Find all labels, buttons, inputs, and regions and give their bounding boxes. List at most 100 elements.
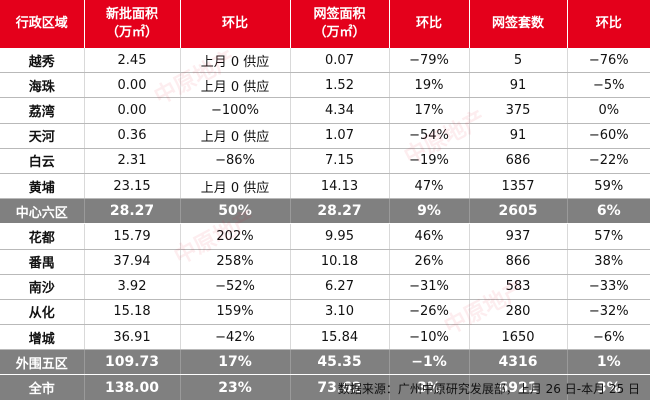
sign-mom-cell: −26%	[389, 299, 470, 326]
header-new-area: 新批面积 （万㎡）	[84, 0, 181, 48]
header-new-mom: 环比	[180, 0, 291, 48]
new-area-cell: 2.31	[84, 148, 181, 174]
new-area-cell: 3.92	[84, 274, 181, 300]
new-area-cell: 36.91	[84, 324, 181, 351]
units-cell: 375	[469, 97, 568, 124]
sign-area-cell: 9.95	[290, 223, 390, 250]
sign-mom-cell: 46%	[389, 223, 470, 250]
summary-row: 中心六区 28.27 50% 28.27 9% 2605 6%	[0, 198, 650, 225]
units-mom-cell: 0%	[567, 97, 650, 124]
sign-area-cell: 0.07	[290, 48, 390, 74]
table-row: 番禺 37.94 258% 10.18 26% 866 38%	[0, 249, 650, 275]
units-mom-cell: −6%	[567, 324, 650, 351]
units-cell: 6921	[469, 374, 568, 401]
new-area-cell: 15.79	[84, 223, 181, 250]
district-cell: 越秀	[0, 48, 85, 74]
table-row: 越秀 2.45 上月 0 供应 0.07 −79% 5 −76%	[0, 48, 650, 74]
header-district: 行政区域	[0, 0, 85, 48]
sign-area-cell: 15.84	[290, 324, 390, 351]
new-mom-cell: −52%	[180, 274, 291, 300]
table-row: 增城 36.91 −42% 15.84 −10% 1650 −6%	[0, 324, 650, 351]
units-cell: 866	[469, 249, 568, 275]
header-sign-area-text: 网签面积 （万㎡）	[313, 7, 366, 40]
new-area-cell: 2.45	[84, 48, 181, 74]
district-cell: 番禺	[0, 249, 85, 275]
sign-area-cell: 73.62	[290, 374, 390, 401]
sign-area-cell: 45.35	[290, 349, 390, 376]
district-cell: 天河	[0, 123, 85, 149]
units-mom-cell: −5%	[567, 72, 650, 99]
units-cell: 91	[469, 123, 568, 149]
units-cell: 1650	[469, 324, 568, 351]
district-cell: 南沙	[0, 274, 85, 300]
units-mom-cell: 3%	[567, 374, 650, 401]
sign-area-cell: 3.10	[290, 299, 390, 326]
district-cell: 花都	[0, 223, 85, 250]
table-row: 荔湾 0.00 −100% 4.34 17% 375 0%	[0, 97, 650, 124]
new-mom-cell: 258%	[180, 249, 291, 275]
table-header-row: 行政区域 新批面积 （万㎡） 环比 网签面积 （万㎡） 环比 网签套数 环比	[0, 0, 650, 48]
summary-row: 外围五区 109.73 17% 45.35 −1% 4316 1%	[0, 349, 650, 376]
header-new-area-text: 新批面积 （万㎡）	[105, 7, 158, 40]
sign-area-cell: 1.52	[290, 72, 390, 99]
sign-mom-cell: −79%	[389, 48, 470, 74]
sign-area-cell: 6.27	[290, 274, 390, 300]
units-cell: 686	[469, 148, 568, 174]
units-mom-cell: −76%	[567, 48, 650, 74]
new-mom-cell: −100%	[180, 97, 291, 124]
district-cell: 中心六区	[0, 198, 85, 225]
new-mom-cell: 202%	[180, 223, 291, 250]
header-sign-mom: 环比	[389, 0, 470, 48]
table-row: 花都 15.79 202% 9.95 46% 937 57%	[0, 223, 650, 250]
sign-mom-cell: −1%	[389, 349, 470, 376]
sign-area-cell: 1.07	[290, 123, 390, 149]
units-mom-cell: 38%	[567, 249, 650, 275]
district-cell: 海珠	[0, 72, 85, 99]
sign-area-cell: 14.13	[290, 173, 390, 200]
sign-mom-cell: 3%	[389, 374, 470, 401]
sign-mom-cell: −31%	[389, 274, 470, 300]
sign-mom-cell: 9%	[389, 198, 470, 225]
new-mom-cell: −42%	[180, 324, 291, 351]
units-mom-cell: −60%	[567, 123, 650, 149]
sign-mom-cell: 17%	[389, 97, 470, 124]
units-mom-cell: 57%	[567, 223, 650, 250]
new-mom-cell: 23%	[180, 374, 291, 401]
sign-area-cell: 4.34	[290, 97, 390, 124]
table-row: 南沙 3.92 −52% 6.27 −31% 583 −33%	[0, 274, 650, 300]
units-cell: 937	[469, 223, 568, 250]
new-area-cell: 109.73	[84, 349, 181, 376]
units-cell: 280	[469, 299, 568, 326]
units-mom-cell: 59%	[567, 173, 650, 200]
units-mom-cell: −22%	[567, 148, 650, 174]
header-units-mom: 环比	[567, 0, 650, 48]
table-row: 天河 0.36 上月 0 供应 1.07 −54% 91 −60%	[0, 123, 650, 149]
units-cell: 91	[469, 72, 568, 99]
sign-area-cell: 7.15	[290, 148, 390, 174]
district-cell: 增城	[0, 324, 85, 351]
sign-mom-cell: −10%	[389, 324, 470, 351]
new-area-cell: 15.18	[84, 299, 181, 326]
new-mom-cell: 上月 0 供应	[180, 48, 291, 74]
new-mom-cell: 上月 0 供应	[180, 123, 291, 149]
district-cell: 全市	[0, 374, 85, 401]
units-cell: 2605	[469, 198, 568, 225]
new-mom-cell: 159%	[180, 299, 291, 326]
new-mom-cell: −86%	[180, 148, 291, 174]
summary-row: 全市 138.00 23% 73.62 3% 6921 3%	[0, 374, 650, 401]
sign-mom-cell: 26%	[389, 249, 470, 275]
units-cell: 583	[469, 274, 568, 300]
new-area-cell: 37.94	[84, 249, 181, 275]
district-cell: 黄埔	[0, 173, 85, 200]
table-row: 从化 15.18 159% 3.10 −26% 280 −32%	[0, 299, 650, 326]
table-row: 海珠 0.00 上月 0 供应 1.52 19% 91 −5%	[0, 72, 650, 99]
district-cell: 从化	[0, 299, 85, 326]
new-mom-cell: 上月 0 供应	[180, 173, 291, 200]
units-mom-cell: −32%	[567, 299, 650, 326]
new-area-cell: 0.00	[84, 72, 181, 99]
new-area-cell: 23.15	[84, 173, 181, 200]
table-row: 白云 2.31 −86% 7.15 −19% 686 −22%	[0, 148, 650, 174]
units-cell: 5	[469, 48, 568, 74]
district-cell: 外围五区	[0, 349, 85, 376]
